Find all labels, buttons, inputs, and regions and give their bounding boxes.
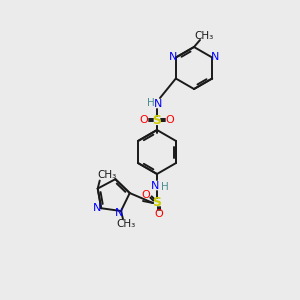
Text: N: N — [169, 52, 177, 62]
Text: S: S — [152, 115, 161, 128]
Text: N: N — [93, 203, 101, 213]
Text: H: H — [161, 182, 169, 192]
Text: O: O — [154, 209, 164, 219]
Text: N: N — [115, 208, 123, 218]
Text: N: N — [211, 52, 219, 62]
Text: N: N — [154, 99, 162, 109]
Text: CH₃: CH₃ — [97, 169, 116, 179]
Text: CH₃: CH₃ — [116, 219, 136, 229]
Text: O: O — [142, 190, 150, 200]
Text: CH₃: CH₃ — [194, 31, 214, 41]
Text: O: O — [166, 115, 174, 125]
Text: S: S — [152, 196, 161, 209]
Text: H: H — [147, 98, 155, 108]
Text: O: O — [140, 115, 148, 125]
Text: N: N — [151, 181, 159, 191]
